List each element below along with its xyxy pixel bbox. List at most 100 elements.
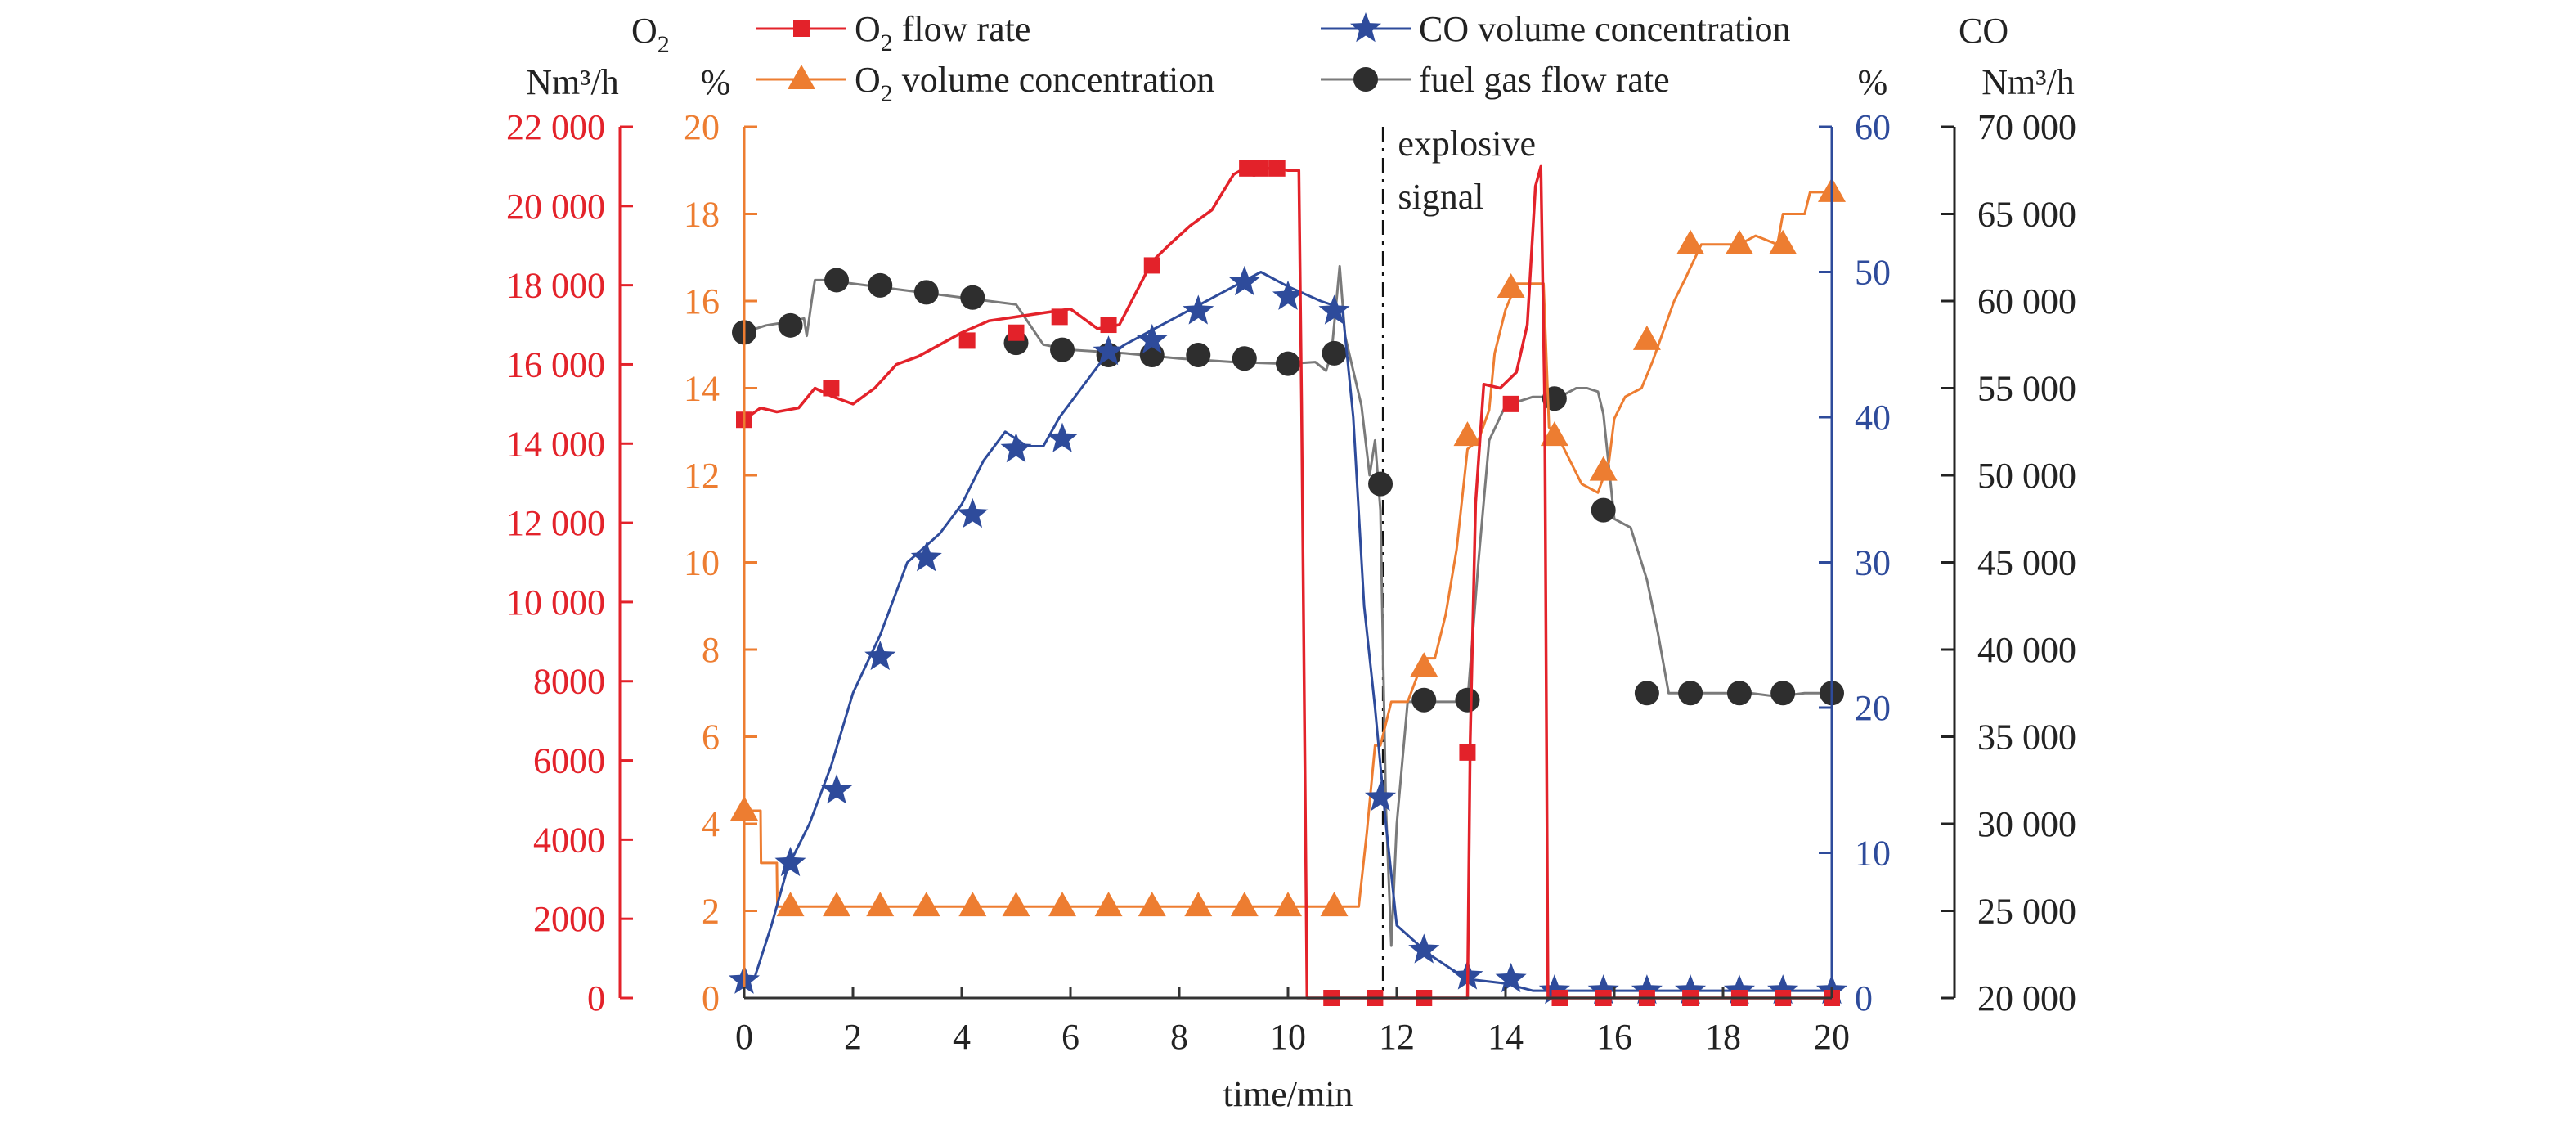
fuel_flow-unit-label: Nm³/h [1981,62,2074,102]
o2_conc-tick-label: 18 [684,195,720,235]
co_conc-point [1000,433,1032,463]
o2_conc-point [1676,229,1705,254]
o2_conc-point [1497,273,1525,299]
fuel_flow-point [1050,337,1075,362]
fuel_flow-line [743,264,1832,947]
o2_conc-point [1725,229,1753,254]
o2_flow-unit-label: Nm³/h [526,62,618,102]
fuel_flow-point [778,312,803,338]
o2_conc-point [1320,892,1349,917]
fuel_flow-tick-label: 45 000 [1977,543,2076,583]
co_conc-point [1093,335,1124,366]
o2_conc-point [776,892,805,917]
legend-co-conc: CO volume concentration [1321,9,1791,49]
fuel_flow-point [1322,340,1347,366]
o2_conc-point [823,892,851,917]
fuel_flow-tick-label: 20 000 [1977,978,2076,1018]
fuel_flow-point [913,280,939,305]
o2_conc-point [958,892,987,917]
co_conc-unit-label: % [1858,62,1888,102]
co_conc-point [774,846,806,877]
co_conc-tick-label: 50 [1855,253,1891,293]
legend-fuel-flow: fuel gas flow rate [1321,60,1670,100]
o2_conc-point [1002,892,1030,917]
legend-o2-flow: O2 flow rate [756,9,1030,56]
o2_conc-series [730,177,1846,917]
fuel_flow-tick-label: 30 000 [1977,804,2076,844]
fuel_flow-point [1368,471,1393,497]
o2_conc-point [1230,892,1259,917]
o2_flow-tick-label: 0 [587,978,605,1018]
o2_flow-point [1252,160,1269,177]
fuel_flow-tick-label: 25 000 [1977,892,2076,932]
fuel_flow-tick-label: 60 000 [1977,281,2076,321]
legend-co-conc-label: CO volume concentration [1419,9,1791,49]
o2_flow-tick-label: 20 000 [506,187,605,227]
o2_conc-tick-label: 12 [684,456,720,496]
o2_conc-point [1094,892,1123,917]
fuel_flow-point [1726,681,1752,706]
o2-axis-title: O2 [631,11,670,58]
fuel_flow-point [1186,343,1211,368]
co_conc-point [1365,781,1397,812]
o2_flow-point [1502,395,1519,412]
fuel_flow-point [1678,681,1703,706]
fuel_flow-point [1770,681,1796,706]
co_conc-point [1723,974,1755,1005]
co-axis-title: CO [1959,11,2008,51]
legend-fuel-flow-label: fuel gas flow rate [1419,60,1670,100]
o2_conc-point [1410,652,1438,677]
co_conc-tick-label: 30 [1855,543,1891,583]
o2_flow-tick-label: 4000 [533,820,605,860]
fuel_flow-tick-label: 50 000 [1977,456,2076,496]
o2_flow-point [1239,160,1256,177]
o2_conc-tick-label: 6 [702,717,720,758]
x-tick-label: 2 [844,1017,862,1057]
co_conc-point [1318,294,1350,325]
x-tick-label: 6 [1061,1017,1079,1057]
co_conc-point [1408,933,1440,964]
fuel_flow-tick-label: 35 000 [1977,717,2076,758]
o2_conc-point [1632,325,1661,350]
legend-o2-conc-label: O2 volume concentration [855,60,1214,107]
fuel_flow-tick-label: 40 000 [1977,630,2076,670]
co_conc-point [1136,323,1168,354]
o2_flow-point [823,380,840,397]
o2_flow-tick-label: 14 000 [506,424,605,464]
co_conc-point [1495,962,1527,993]
o2_flow-tick-label: 10 000 [506,582,605,623]
o2_conc-point [1274,892,1302,917]
fuel_flow-point [1591,497,1616,523]
x-tick-label: 16 [1596,1017,1632,1057]
o2_conc-point [1453,421,1482,447]
o2_conc-point [866,892,895,917]
fuel_flow-tick-label: 65 000 [1977,195,2076,235]
co_conc-line [743,271,1832,992]
o2_conc-point [1589,456,1618,481]
co_conc-tick-label: 20 [1855,688,1891,728]
o2_conc-tick-label: 10 [684,543,720,583]
x-tick-label: 0 [735,1017,753,1057]
o2_flow-tick-label: 6000 [533,741,605,781]
fuel_flow-point [1411,687,1437,713]
o2_flow-point [1008,324,1025,341]
o2_flow-tick-label: 16 000 [506,344,605,384]
co_conc-point [1675,974,1707,1005]
o2_flow-point [1459,744,1476,761]
o2_conc-point [1769,229,1797,254]
co_conc-point [1631,974,1663,1005]
o2_conc-point [1138,892,1166,917]
legend-o2-conc-marker [788,65,815,89]
o2_flow-series [736,160,1840,1006]
co_conc-tick-label: 40 [1855,398,1891,438]
o2_conc-tick-label: 8 [702,630,720,670]
x-tick-label: 10 [1270,1017,1306,1057]
co_conc-point [864,640,896,671]
x-tick-label: 14 [1488,1017,1524,1057]
o2_conc-tick-label: 4 [702,804,720,844]
fuel_flow-series [732,264,1844,947]
legend-o2-flow-marker [793,20,810,37]
fuel_flow-point [1276,351,1300,376]
o2_conc-tick-label: 2 [702,892,720,932]
